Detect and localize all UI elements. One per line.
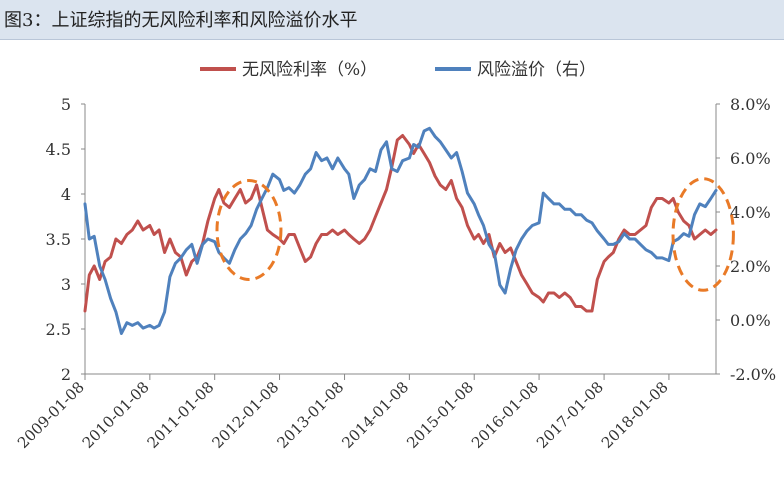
left-axis-tick-label: 5: [61, 95, 71, 114]
right-axis-tick-label: 2.0%: [730, 257, 771, 276]
left-axis-tick-label: 2.5: [46, 320, 71, 339]
title-bar: 图3：上证综指的无风险利率和风险溢价水平: [0, 0, 784, 40]
x-axis-tick-label: 2017-01-08: [533, 378, 607, 452]
x-axis-tick-label: 2011-01-08: [144, 378, 218, 452]
x-axis-tick-label: 2014-01-08: [338, 378, 412, 452]
x-axis-tick-label: 2012-01-08: [208, 378, 282, 452]
right-axis-tick-label: 8.0%: [730, 95, 771, 114]
x-axis-tick-label: 2018-01-08: [598, 378, 672, 452]
series-line-2: [83, 126, 718, 335]
left-axis-tick-label: 3: [61, 275, 71, 294]
left-axis-tick-label: 3.5: [46, 230, 71, 249]
x-axis-tick-label: 2010-01-08: [79, 378, 153, 452]
legend-label-2: 风险溢价（右）: [477, 60, 596, 80]
series-line-1: [83, 134, 718, 313]
left-axis-tick-label: 4.5: [46, 140, 71, 159]
x-axis-tick-label: 2009-01-08: [14, 378, 88, 452]
right-axis-tick-label: -2.0%: [730, 365, 776, 384]
annotation-ellipse-2: [671, 177, 735, 292]
x-axis-tick-label: 2013-01-08: [273, 378, 347, 452]
left-axis-tick-label: 4: [61, 185, 71, 204]
annotation-ellipse-1: [215, 179, 283, 281]
left-axis-tick-label: 2: [61, 365, 71, 384]
x-axis-tick-label: 2016-01-08: [468, 378, 542, 452]
x-axis-tick-label: 2015-01-08: [403, 378, 477, 452]
legend-label-1: 无风险利率（%）: [242, 60, 377, 80]
right-axis-tick-label: 6.0%: [730, 149, 771, 168]
right-axis-tick-label: 4.0%: [730, 203, 771, 222]
chart-title: 图3：上证综指的无风险利率和风险溢价水平: [4, 10, 358, 31]
right-axis-tick-label: 0.0%: [730, 311, 771, 330]
